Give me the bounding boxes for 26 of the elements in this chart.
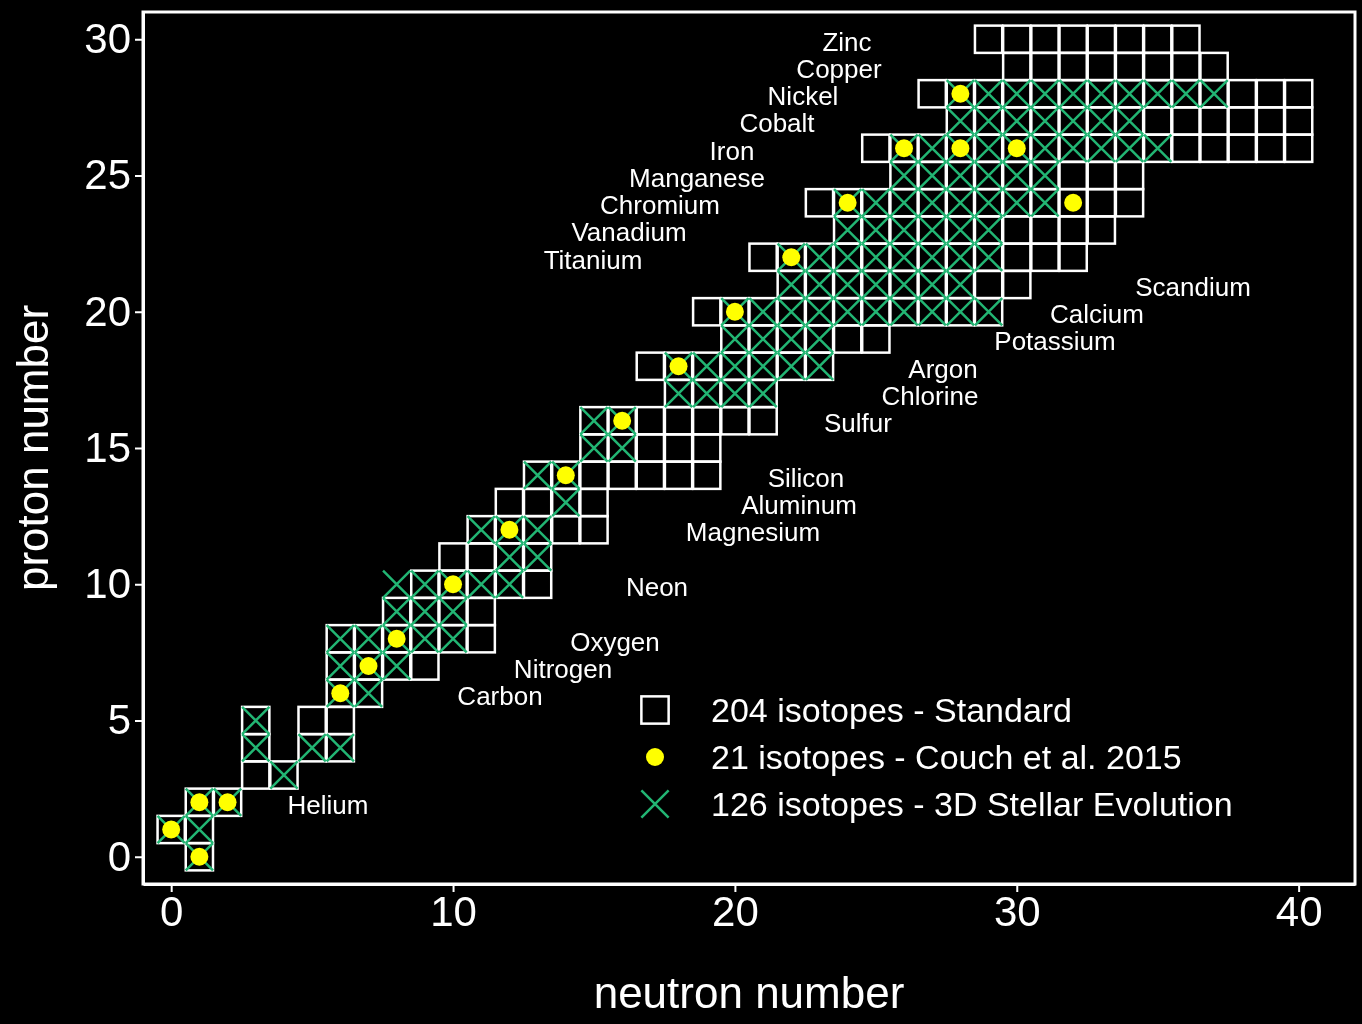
annotation: Vanadium (571, 217, 687, 248)
y-tick-label: 15 (84, 423, 131, 471)
legend-label: 126 isotopes - 3D Stellar Evolution (711, 785, 1233, 823)
y-tick-label: 25 (84, 151, 131, 199)
annotation: Cobalt (739, 108, 816, 139)
y-tick-label: 20 (84, 287, 131, 335)
y-tick-label: 30 (84, 15, 131, 63)
legend-label: 204 isotopes - Standard (711, 691, 1073, 729)
legend-label: 21 isotopes - Couch et al. 2015 (711, 738, 1182, 776)
x-tick-label: 30 (993, 887, 1041, 935)
annotation: Neon (625, 572, 689, 603)
x-tick-label: 0 (160, 887, 184, 935)
annotation: Sulfur (824, 408, 893, 439)
annotation: Helium (287, 790, 369, 821)
annotation: Carbon (457, 681, 543, 712)
y-tick-label: 10 (84, 560, 131, 608)
y-tick-label: 5 (107, 696, 131, 744)
x-tick-label: 10 (430, 887, 477, 935)
annotation: Argon (908, 354, 978, 385)
y-tick-label: 0 (107, 832, 131, 880)
x-tick-label: 40 (1275, 887, 1323, 935)
x-tick-label: 20 (712, 887, 759, 935)
annotation: Oxygen (570, 627, 660, 658)
annotation: Titanium (543, 245, 643, 276)
y-axis-title: proton number (8, 304, 57, 592)
x-axis-title: neutron number (593, 968, 905, 1017)
